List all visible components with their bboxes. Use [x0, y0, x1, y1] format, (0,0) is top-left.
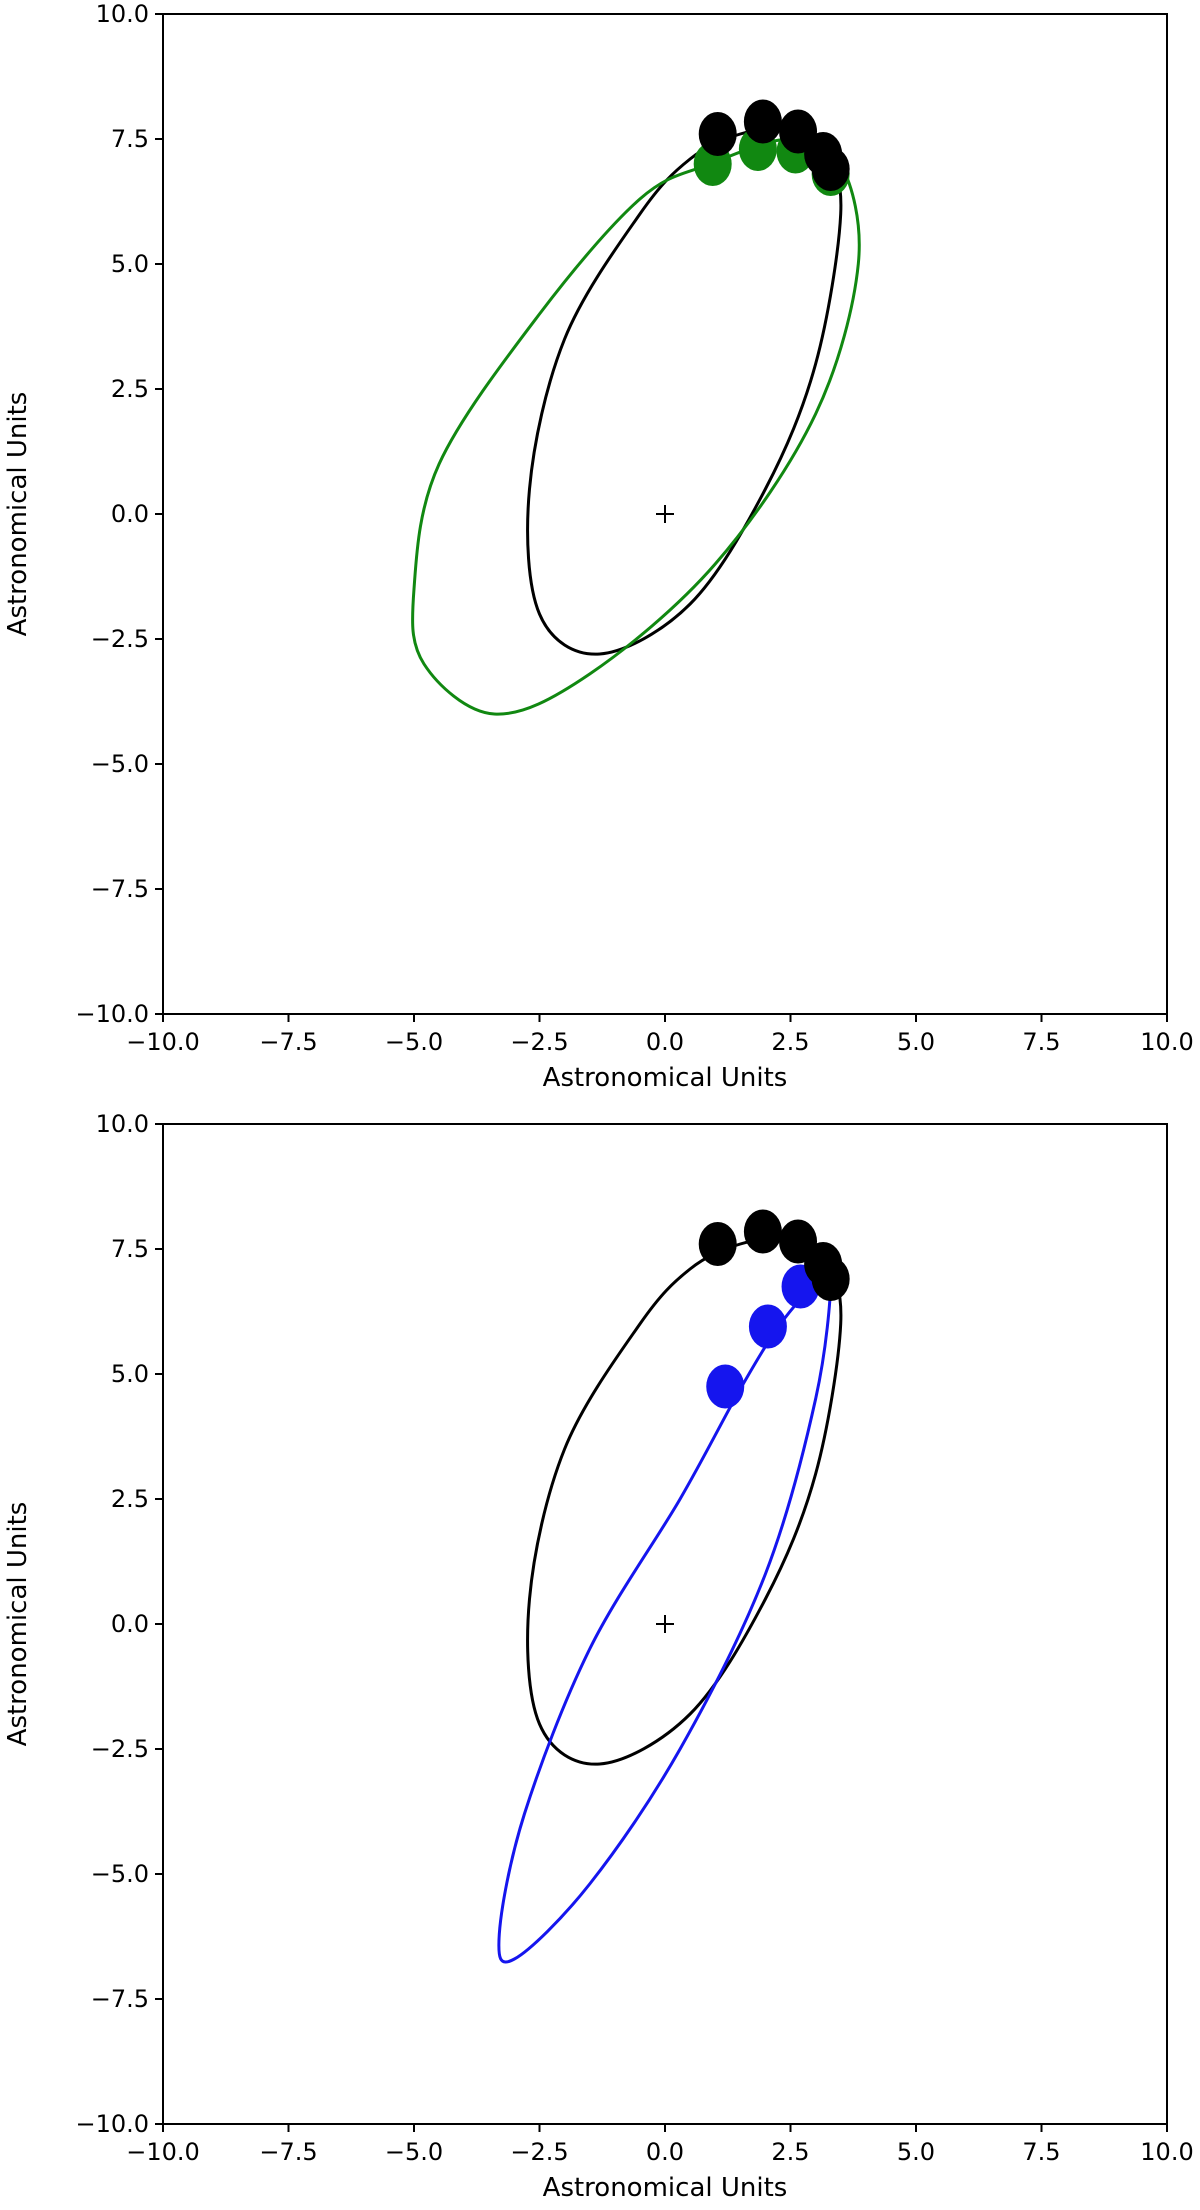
orbit-point [743, 99, 782, 144]
x-tick-label: −5.0 [385, 2138, 443, 2166]
x-tick-label: 10.0 [1140, 2138, 1193, 2166]
orbit-plot-bottom: −10.0 −7.5 −5.0 −2.5 0.0 2.5 5.0 7.5 10.0 −10.0 −7… [3, 1110, 1194, 2203]
y-tick-label: 0.0 [111, 500, 149, 528]
y-tick-label: −5.0 [91, 750, 149, 778]
orbit-line [526, 126, 843, 656]
y-axis-label: Astronomical Units [3, 1502, 33, 1747]
orbit-line [497, 1268, 833, 1964]
y-tick-label: −2.5 [91, 1735, 149, 1763]
y-tick-label: −10.0 [75, 1000, 149, 1028]
x-tick-label: 0.0 [646, 1028, 684, 1056]
y-tick-label: 10.0 [96, 0, 149, 28]
x-tick-label: 5.0 [897, 1028, 935, 1056]
x-tick-label: 10.0 [1140, 1028, 1193, 1056]
x-tick-label: 2.5 [771, 1028, 809, 1056]
x-tick-label: −7.5 [259, 1028, 317, 1056]
orbit-point [706, 1364, 745, 1409]
orbit-point [698, 1222, 737, 1266]
x-tick-label: 0.0 [646, 2138, 684, 2166]
y-tick-label: 2.5 [111, 1485, 149, 1513]
y-tick-label: −7.5 [91, 875, 149, 903]
orbit-plot-top: −10.0 −7.5 −5.0 −2.5 0.0 2.5 5.0 7.5 10.0 −10.0 −7… [3, 0, 1194, 1093]
y-tick-label: 0.0 [111, 1610, 149, 1638]
x-tick-label: −10.0 [126, 2138, 200, 2166]
orbit-point [748, 1304, 787, 1349]
x-tick-label: −5.0 [385, 1028, 443, 1056]
y-tick-label: 5.0 [111, 250, 149, 278]
orbit-line [411, 137, 861, 716]
x-tick-label: 5.0 [897, 2138, 935, 2166]
x-tick-label: −2.5 [510, 2138, 568, 2166]
y-tick-label: 5.0 [111, 1360, 149, 1388]
y-tick-label: −7.5 [91, 1985, 149, 2013]
x-tick-label: 7.5 [1022, 1028, 1060, 1056]
orbit-line [526, 1236, 843, 1766]
x-tick-label: −2.5 [510, 1028, 568, 1056]
x-tick-label: 2.5 [771, 2138, 809, 2166]
y-tick-label: −10.0 [75, 2110, 149, 2138]
x-axis-label: Astronomical Units [543, 1063, 788, 1093]
y-axis-label: Astronomical Units [3, 392, 33, 637]
y-tick-label: −5.0 [91, 1860, 149, 1888]
orbit-point [743, 1209, 782, 1254]
orbit-point [698, 112, 737, 156]
y-tick-label: 10.0 [96, 1110, 149, 1138]
orbit-point [811, 1257, 850, 1301]
y-tick-label: 7.5 [111, 125, 149, 153]
x-tick-label: −10.0 [126, 1028, 200, 1056]
x-tick-label: 7.5 [1022, 2138, 1060, 2166]
y-tick-label: −2.5 [91, 625, 149, 653]
y-tick-label: 2.5 [111, 375, 149, 403]
y-tick-label: 7.5 [111, 1235, 149, 1263]
x-tick-label: −7.5 [259, 2138, 317, 2166]
orbit-point [811, 147, 850, 191]
x-axis-label: Astronomical Units [543, 2173, 788, 2203]
